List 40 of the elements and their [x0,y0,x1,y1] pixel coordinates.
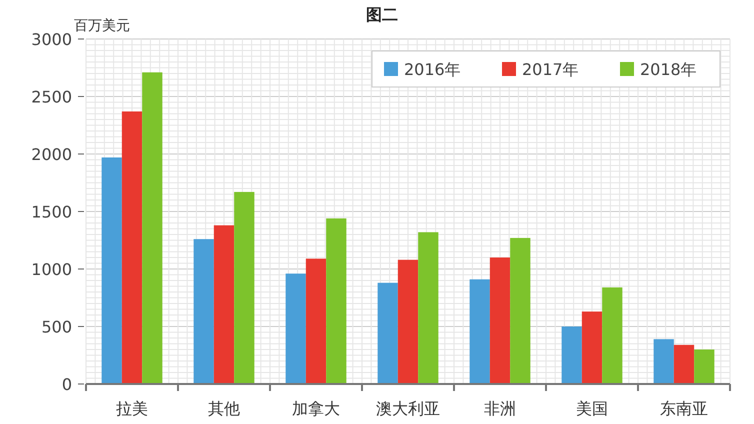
y-tick-label: 2000 [31,145,72,164]
bar [142,72,162,384]
y-tick-label: 3000 [31,30,72,49]
bar [306,258,326,384]
bar [654,339,674,384]
x-tick-label: 其他 [208,399,240,418]
bar [602,287,622,384]
bar [470,279,490,384]
bar [234,192,254,384]
x-tick-label: 拉美 [116,399,148,418]
y-axis-title: 百万美元 [74,18,130,34]
bar [510,238,530,384]
y-tick-label: 2500 [31,88,72,106]
bar [582,312,602,384]
bar [694,350,714,384]
x-tick-label: 东南亚 [660,399,708,418]
legend-label: 2016年 [404,60,461,79]
bar [286,274,306,384]
y-tick-label: 1500 [31,202,72,222]
bar [326,218,346,384]
bar [122,111,142,384]
legend-label: 2017年 [522,60,579,79]
y-tick-label: 0 [62,375,72,394]
chart-title: 图二 [366,5,398,24]
bar [674,344,694,384]
bar [214,225,234,384]
bar [398,260,418,384]
legend-label: 2018年 [640,60,697,79]
x-tick-label: 美国 [576,399,608,418]
x-tick-label: 澳大利亚 [376,399,440,418]
x-tick-label: 加拿大 [292,399,340,418]
x-tick-label: 非洲 [484,399,516,418]
bar [418,232,438,384]
bar [194,239,214,384]
bar [378,282,398,384]
y-tick-label: 1000 [31,260,72,279]
bar [490,258,510,384]
bar [562,326,582,384]
y-tick-label: 500 [41,318,72,336]
bar [102,157,122,384]
